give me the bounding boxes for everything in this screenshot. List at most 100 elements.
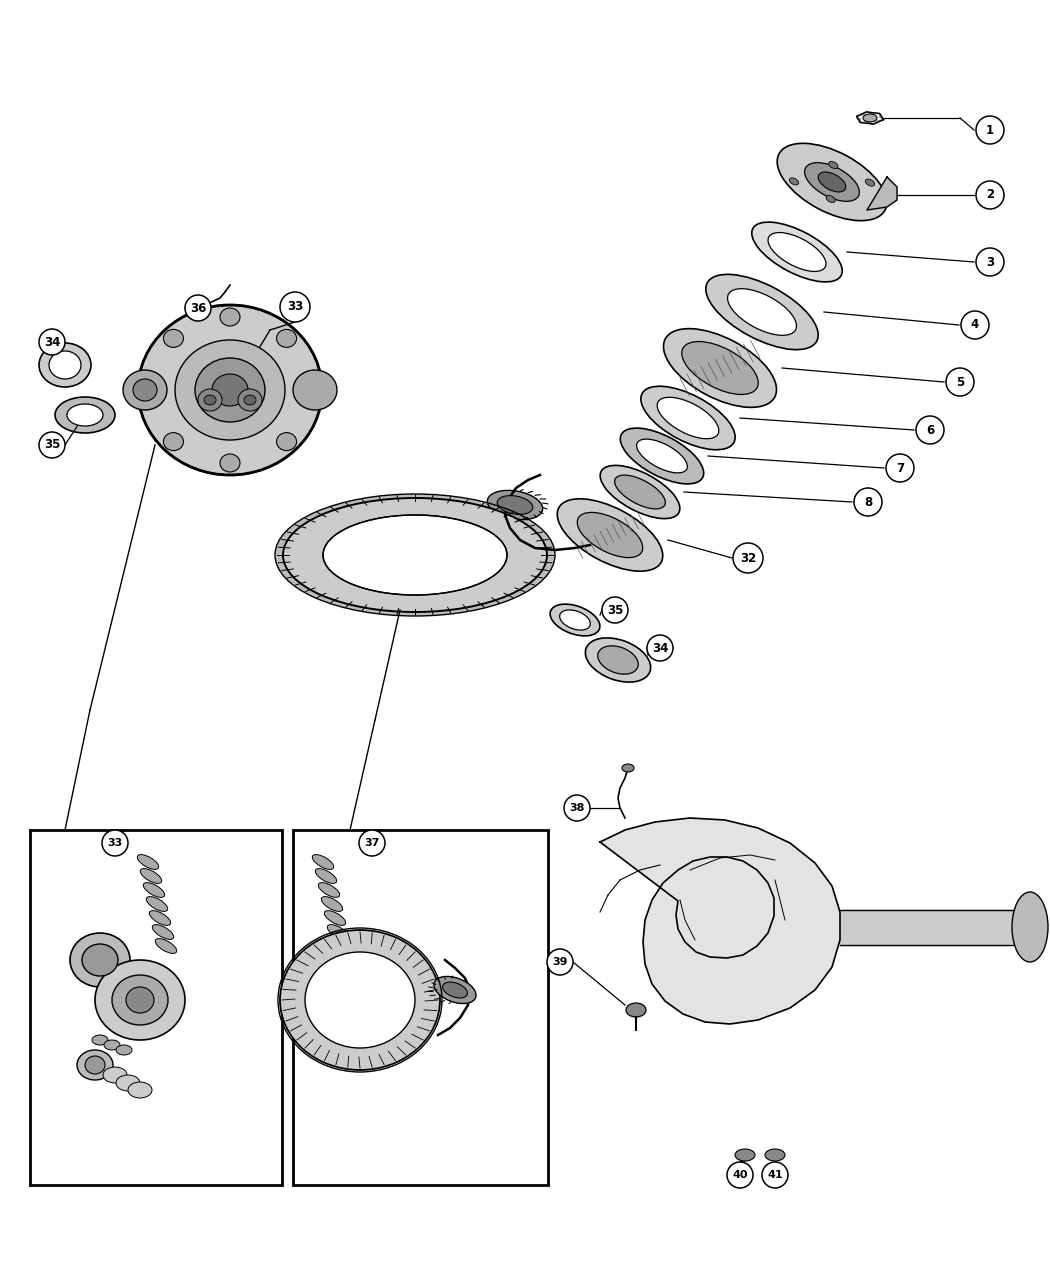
Ellipse shape: [114, 975, 142, 991]
Ellipse shape: [175, 340, 285, 440]
Ellipse shape: [70, 933, 130, 987]
Circle shape: [602, 597, 628, 623]
Text: 39: 39: [552, 958, 568, 966]
Bar: [293, 830, 548, 1184]
Ellipse shape: [818, 172, 845, 193]
Polygon shape: [840, 910, 1040, 945]
Circle shape: [280, 292, 310, 323]
Ellipse shape: [220, 309, 240, 326]
Ellipse shape: [123, 370, 167, 411]
Polygon shape: [867, 177, 897, 210]
Ellipse shape: [622, 764, 634, 771]
Ellipse shape: [865, 179, 875, 186]
Bar: [30, 830, 282, 1184]
Ellipse shape: [614, 476, 666, 509]
Text: 8: 8: [864, 496, 873, 509]
Ellipse shape: [601, 465, 679, 519]
Ellipse shape: [82, 944, 118, 975]
Polygon shape: [857, 112, 866, 116]
Ellipse shape: [1012, 892, 1048, 963]
Circle shape: [886, 454, 914, 482]
Ellipse shape: [664, 329, 777, 407]
Ellipse shape: [621, 428, 704, 484]
Ellipse shape: [204, 395, 216, 405]
Ellipse shape: [284, 499, 547, 612]
Ellipse shape: [293, 370, 337, 411]
Ellipse shape: [155, 938, 176, 954]
Ellipse shape: [752, 222, 842, 282]
Ellipse shape: [140, 381, 160, 399]
Ellipse shape: [103, 1067, 127, 1082]
Ellipse shape: [212, 374, 248, 405]
Ellipse shape: [826, 195, 836, 203]
Ellipse shape: [560, 609, 590, 630]
Ellipse shape: [275, 493, 555, 616]
Circle shape: [39, 432, 65, 458]
Ellipse shape: [828, 162, 838, 168]
Text: 5: 5: [956, 376, 964, 389]
Ellipse shape: [67, 404, 103, 426]
Ellipse shape: [318, 882, 340, 898]
Circle shape: [961, 311, 989, 339]
Text: 32: 32: [740, 552, 756, 565]
Ellipse shape: [558, 499, 663, 571]
Circle shape: [727, 1162, 753, 1188]
Ellipse shape: [863, 113, 877, 122]
Ellipse shape: [790, 179, 799, 185]
Text: 37: 37: [364, 838, 380, 848]
Ellipse shape: [597, 646, 638, 674]
Ellipse shape: [487, 491, 543, 520]
Circle shape: [359, 830, 385, 856]
Ellipse shape: [92, 1035, 108, 1046]
Ellipse shape: [657, 398, 719, 439]
Polygon shape: [880, 113, 883, 120]
Text: 41: 41: [768, 1170, 783, 1179]
Ellipse shape: [735, 1149, 755, 1162]
Ellipse shape: [49, 351, 81, 379]
Ellipse shape: [138, 305, 322, 476]
Ellipse shape: [636, 439, 688, 473]
Circle shape: [564, 796, 590, 821]
Ellipse shape: [498, 496, 532, 514]
Ellipse shape: [104, 1040, 120, 1051]
Ellipse shape: [442, 982, 467, 998]
Text: 33: 33: [287, 301, 303, 314]
Ellipse shape: [112, 975, 168, 1025]
Ellipse shape: [141, 868, 162, 884]
Ellipse shape: [706, 274, 818, 349]
Ellipse shape: [304, 952, 415, 1048]
Circle shape: [102, 830, 128, 856]
Polygon shape: [600, 819, 840, 1024]
Circle shape: [976, 249, 1004, 275]
Text: 4: 4: [971, 319, 979, 332]
Ellipse shape: [276, 432, 296, 450]
Ellipse shape: [39, 343, 91, 388]
Ellipse shape: [434, 977, 476, 1003]
Ellipse shape: [323, 515, 507, 595]
Ellipse shape: [85, 1056, 105, 1074]
Circle shape: [946, 368, 974, 397]
Ellipse shape: [550, 604, 600, 636]
Ellipse shape: [128, 1082, 152, 1098]
Ellipse shape: [152, 924, 173, 940]
Ellipse shape: [626, 1003, 646, 1017]
Ellipse shape: [238, 389, 262, 411]
Ellipse shape: [146, 896, 168, 912]
Ellipse shape: [149, 910, 171, 926]
Ellipse shape: [640, 386, 735, 450]
Circle shape: [762, 1162, 788, 1188]
Ellipse shape: [312, 854, 334, 870]
Circle shape: [185, 295, 211, 321]
Text: 1: 1: [986, 124, 994, 136]
Ellipse shape: [765, 1149, 785, 1162]
Circle shape: [647, 635, 673, 660]
Ellipse shape: [681, 342, 758, 394]
Ellipse shape: [164, 432, 184, 450]
Ellipse shape: [244, 395, 256, 405]
Ellipse shape: [201, 301, 209, 309]
Ellipse shape: [77, 1051, 113, 1080]
Ellipse shape: [321, 896, 342, 912]
Circle shape: [733, 543, 763, 572]
Ellipse shape: [104, 966, 132, 983]
Ellipse shape: [578, 513, 643, 557]
